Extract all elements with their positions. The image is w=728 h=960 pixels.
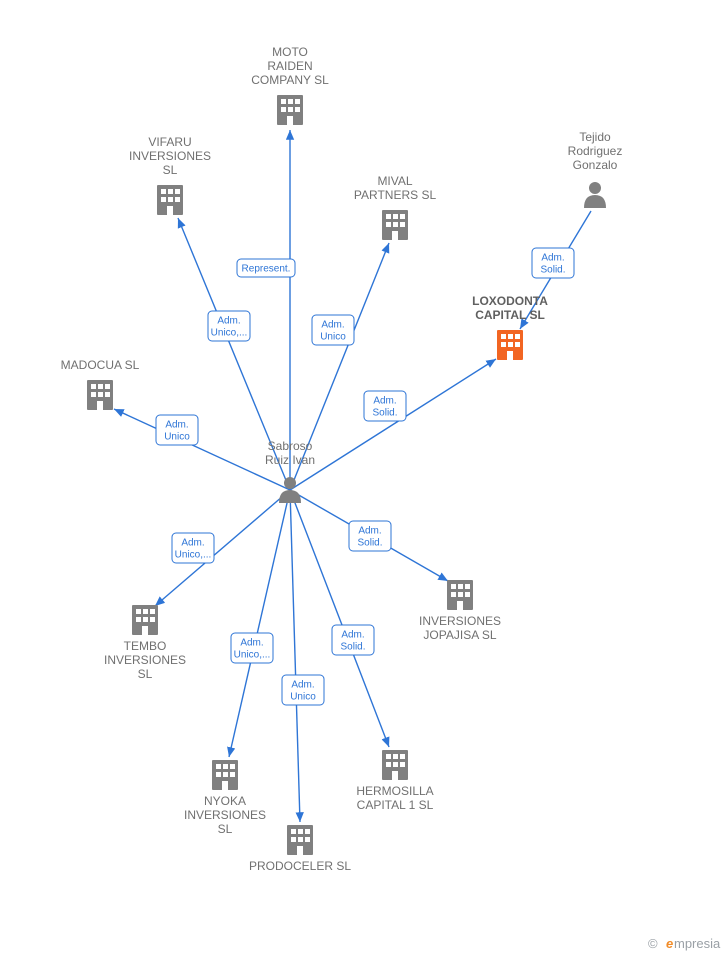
building-icon [157,185,183,215]
edge-label: Adm.Unico,... [172,533,214,563]
node-label: JOPAJISA SL [423,628,496,642]
watermark: © empresia [648,936,721,951]
node-label: SL [138,667,153,681]
edge-label: Adm.Solid. [532,248,574,278]
node-label: RAIDEN [267,59,312,73]
node-label: INVERSIONES [419,614,501,628]
node-label: MIVAL [377,174,412,188]
company-node-hermosilla: HERMOSILLACAPITAL 1 SL [356,750,433,812]
person-icon [279,477,301,503]
company-node-jopajisa: INVERSIONESJOPAJISA SL [419,580,501,642]
edge-sabroso-prodoceler [290,490,300,822]
svg-text:Solid.: Solid. [372,408,397,419]
edge-label: Adm.Solid. [349,521,391,551]
building-icon [382,750,408,780]
building-icon [497,330,523,360]
company-node-madocua: MADOCUA SL [61,358,140,410]
svg-text:Adm.: Adm. [341,630,364,641]
svg-text:Adm.: Adm. [358,526,381,537]
edge-label: Adm.Unico [156,415,198,445]
network-diagram: Adm.UnicoAdm.Unico,...Represent.Adm.Unic… [0,0,728,960]
svg-text:Unico,...: Unico,... [211,328,248,339]
company-node-vifaru: VIFARUINVERSIONESSL [129,135,211,215]
edge-sabroso-madocua [114,409,290,490]
svg-text:Adm.: Adm. [291,680,314,691]
svg-text:Unico: Unico [290,692,316,703]
svg-text:Adm.: Adm. [181,538,204,549]
edge-label: Adm.Unico [312,315,354,345]
company-node-mival: MIVALPARTNERS SL [354,174,437,240]
node-label: INVERSIONES [129,149,211,163]
node-label: PRODOCELER SL [249,859,351,873]
node-label: SL [163,163,178,177]
node-label: MOTO [272,45,308,59]
node-label: INVERSIONES [104,653,186,667]
node-label: COMPANY SL [251,73,329,87]
node-label: Gonzalo [573,158,618,172]
building-icon [447,580,473,610]
svg-text:Adm.: Adm. [541,253,564,264]
edge-sabroso-loxodonta [290,359,496,490]
node-label: TEMBO [124,639,167,653]
building-icon [382,210,408,240]
svg-text:Unico,...: Unico,... [234,650,271,661]
svg-text:Solid.: Solid. [357,538,382,549]
svg-text:Solid.: Solid. [540,265,565,276]
svg-text:Adm.: Adm. [321,320,344,331]
node-label: LOXODONTA [472,294,548,308]
svg-text:Adm.: Adm. [240,638,263,649]
edge-label: Adm.Solid. [364,391,406,421]
company-node-loxodonta: LOXODONTACAPITAL SL [472,294,548,360]
node-label: SL [218,822,233,836]
edge-label: Adm.Solid. [332,625,374,655]
person-node-tejido: TejidoRodriguezGonzalo [568,130,623,208]
node-label: Ruiz Ivan [265,453,315,467]
svg-text:Adm.: Adm. [217,316,240,327]
edge-label: Adm.Unico,... [208,311,250,341]
svg-text:Unico: Unico [164,432,190,443]
edge-label: Adm.Unico [282,675,324,705]
node-label: CAPITAL SL [475,308,545,322]
edge-label: Adm.Unico,... [231,633,273,663]
node-label: Sabroso [268,439,313,453]
edge-sabroso-nyoka [229,490,290,757]
node-label: Tejido [579,130,611,144]
svg-text:Unico: Unico [320,332,346,343]
building-icon [87,380,113,410]
node-label: CAPITAL 1 SL [357,798,434,812]
company-node-prodoceler: PRODOCELER SL [249,825,351,873]
svg-text:Adm.: Adm. [373,396,396,407]
building-icon [287,825,313,855]
company-node-moto: MOTORAIDENCOMPANY SL [251,45,329,125]
node-label: MADOCUA SL [61,358,140,372]
node-label: NYOKA [204,794,246,808]
node-label: HERMOSILLA [356,784,433,798]
node-label: VIFARU [148,135,191,149]
company-node-tembo: TEMBOINVERSIONESSL [104,605,186,681]
building-icon [132,605,158,635]
svg-text:©: © [648,936,658,951]
person-icon [584,182,606,208]
svg-text:Unico,...: Unico,... [175,550,212,561]
building-icon [277,95,303,125]
building-icon [212,760,238,790]
edge-label: Represent. [237,259,295,277]
svg-text:Represent.: Represent. [242,264,291,275]
svg-text:Adm.: Adm. [165,420,188,431]
svg-text:mpresia: mpresia [674,936,721,951]
svg-text:Solid.: Solid. [340,642,365,653]
svg-text:e: e [666,936,673,951]
node-label: Rodriguez [568,144,623,158]
node-label: INVERSIONES [184,808,266,822]
company-node-nyoka: NYOKAINVERSIONESSL [184,760,266,836]
node-label: PARTNERS SL [354,188,437,202]
